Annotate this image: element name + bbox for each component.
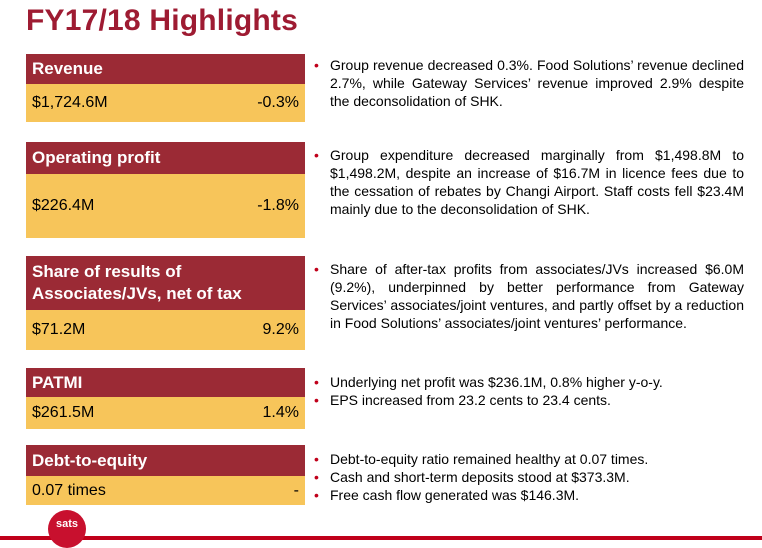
bullet-icon: • [314,147,319,163]
bullet-icon: • [314,57,319,73]
list-item: • Group revenue decreased 0.3%. Food Sol… [314,57,744,109]
card-label: Operating profit [26,142,305,174]
card-value: $71.2M [32,321,86,338]
card-label: PATMI [26,368,305,397]
associates-card: Share of results of Associates/JVs, net … [26,256,305,350]
footer-divider [0,536,762,540]
card-value: $1,724.6M [32,94,108,111]
associates-bullets: • Share of after-tax profits from associ… [314,260,744,332]
card-change: -1.8% [257,197,299,214]
card-value: $261.5M [32,404,95,421]
card-label: Revenue [26,54,305,84]
card-label: Debt-to-equity [26,445,305,476]
list-item: • Group expenditure decreased marginally… [314,147,744,217]
bullet-icon: • [314,469,319,485]
debt-bullets: • Debt-to-equity ratio remained healthy … [314,450,744,504]
card-body: 0.07 times - [26,476,305,505]
card-change: 1.4% [262,404,299,421]
card-value: 0.07 times [32,481,106,499]
card-change: -0.3% [257,94,299,111]
operating-profit-card: Operating profit $226.4M -1.8% [26,142,305,238]
bullet-icon: • [314,261,319,277]
list-item: • Debt-to-equity ratio remained healthy … [314,451,649,467]
sats-logo: sats [48,510,86,548]
list-item: • Cash and short-term deposits stood at … [314,469,630,485]
debt-to-equity-card: Debt-to-equity 0.07 times - [26,445,305,505]
operating-profit-bullets: • Group expenditure decreased marginally… [314,146,744,218]
bullet-icon: • [314,374,319,390]
patmi-bullets: • Underlying net profit was $236.1M, 0.8… [314,373,744,409]
card-change: 9.2% [262,321,299,338]
list-item: • Underlying net profit was $236.1M, 0.8… [314,374,663,390]
card-body: $1,724.6M -0.3% [26,84,305,122]
bullet-icon: • [314,451,319,467]
revenue-bullets: • Group revenue decreased 0.3%. Food Sol… [314,56,744,110]
card-value: $226.4M [32,197,95,214]
card-body: $261.5M 1.4% [26,397,305,429]
revenue-card: Revenue $1,724.6M -0.3% [26,54,305,122]
bullet-icon: • [314,392,319,408]
card-label: Share of results of Associates/JVs, net … [26,256,305,310]
patmi-card: PATMI $261.5M 1.4% [26,368,305,429]
page-title: FY17/18 Highlights [26,4,298,37]
card-change: - [293,481,299,499]
bullet-icon: • [314,487,319,503]
card-body: $226.4M -1.8% [26,174,305,238]
list-item: • Free cash flow generated was $146.3M. [314,487,580,503]
list-item: • Share of after-tax profits from associ… [314,261,744,331]
card-body: $71.2M 9.2% [26,310,305,350]
list-item: • EPS increased from 23.2 cents to 23.4 … [314,392,611,408]
